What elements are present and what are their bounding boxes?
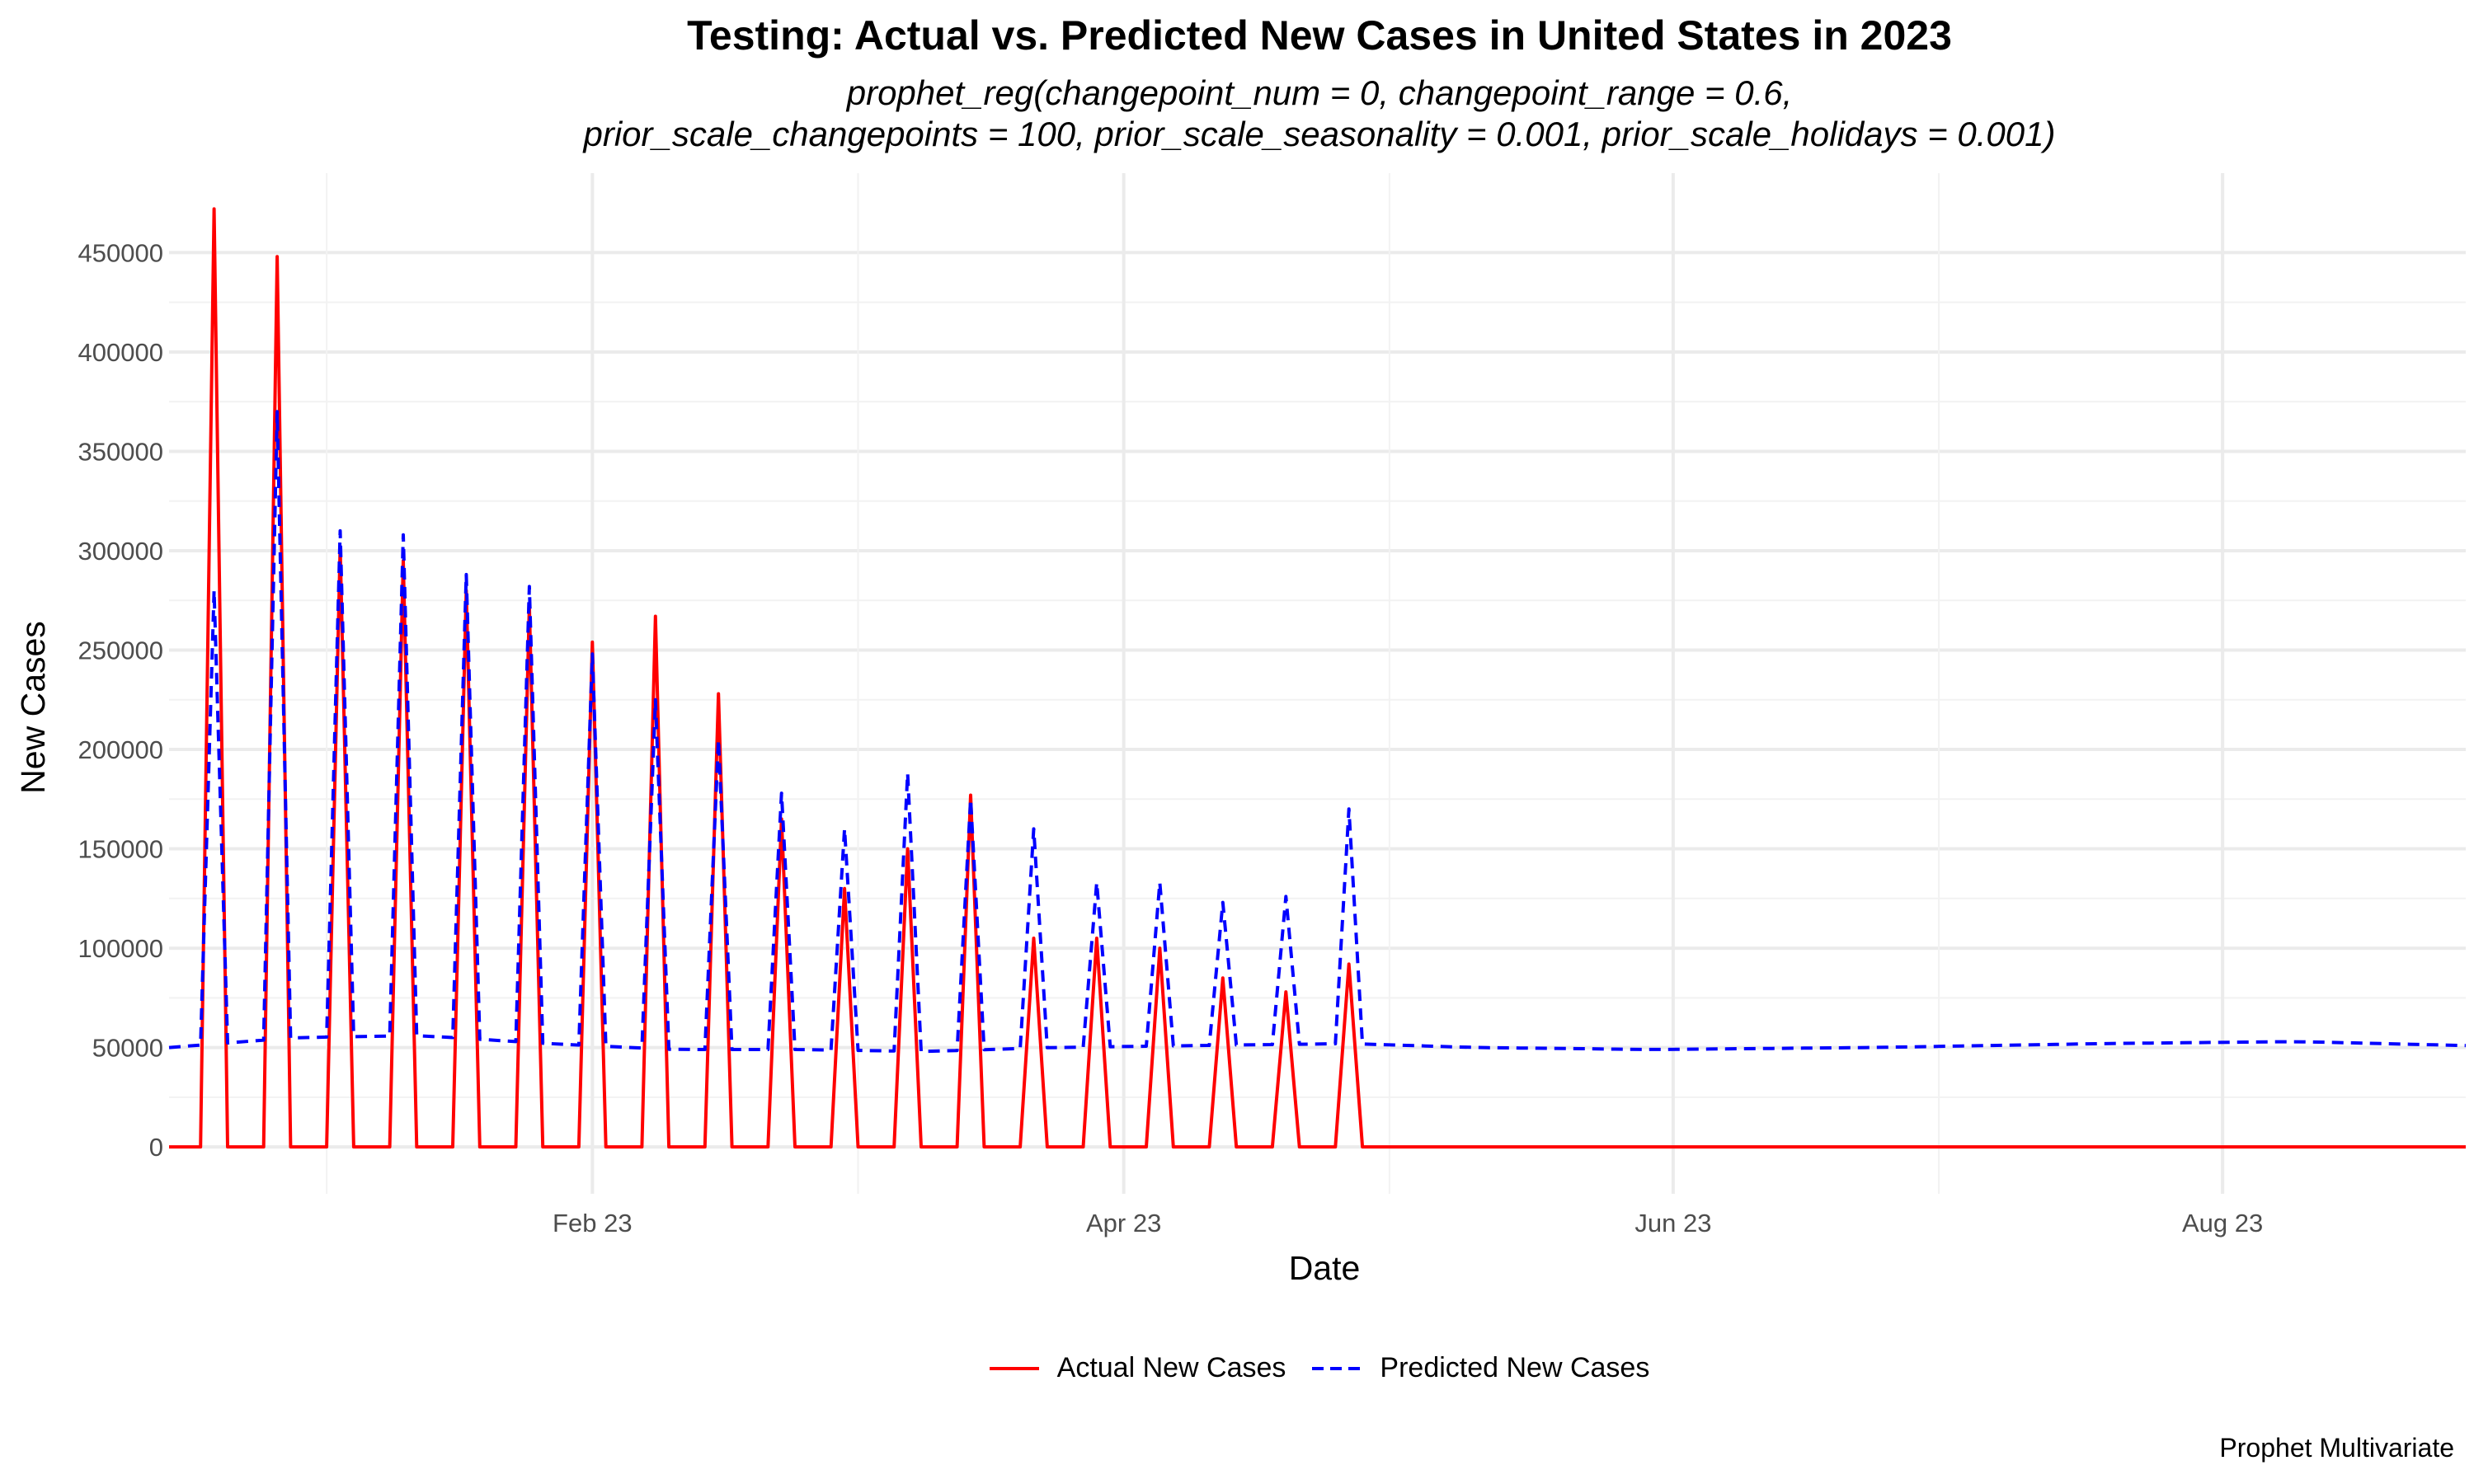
x-tick-label: Feb 23 (553, 1209, 633, 1237)
y-tick-label: 450000 (78, 238, 163, 267)
x-tick-label: Aug 23 (2182, 1209, 2263, 1237)
legend-label-predicted: Predicted New Cases (1380, 1352, 1650, 1383)
series-lines (168, 207, 2467, 1149)
series-line-actual (169, 207, 2466, 1149)
y-tick-label: 200000 (78, 735, 163, 764)
y-axis-title: New Cases (14, 621, 52, 794)
grid-lines (169, 173, 2466, 1194)
series-line-predicted (168, 410, 2467, 1054)
legend-item-predicted: Predicted New Cases (1312, 1352, 1649, 1384)
y-axis: 0 50000 100000 150000 200000 250000 300000 3500… (78, 238, 163, 1162)
y-tick-label: 250000 (78, 636, 163, 665)
x-tick-label: Jun 23 (1634, 1209, 1711, 1237)
chart-title: Testing: Actual vs. Predicted New Cases … (687, 12, 1952, 59)
chart-subtitle: prophet_reg(changepoint_num = 0, changep… (583, 73, 2056, 153)
legend-label-actual: Actual New Cases (1056, 1352, 1286, 1383)
y-tick-label: 300000 (78, 537, 163, 566)
x-axis: Feb 23 Apr 23 Jun 23 Aug 23 (553, 1209, 2263, 1237)
y-tick-label: 350000 (78, 437, 163, 466)
y-tick-label: 100000 (78, 934, 163, 963)
legend-key-predicted (1312, 1366, 1362, 1370)
y-tick-label: 150000 (78, 835, 163, 864)
legend: Actual New Cases Predicted New Cases (0, 1352, 2474, 1384)
x-tick-label: Apr 23 (1086, 1209, 1161, 1237)
legend-item-actual: Actual New Cases (989, 1352, 1286, 1384)
y-tick-label: 400000 (78, 338, 163, 367)
y-tick-label: 50000 (92, 1034, 163, 1063)
y-tick-label: 0 (149, 1133, 163, 1162)
legend-key-actual (989, 1366, 1039, 1370)
caption: Prophet Multivariate (2219, 1433, 2454, 1463)
x-axis-title: Date (1289, 1249, 1361, 1287)
